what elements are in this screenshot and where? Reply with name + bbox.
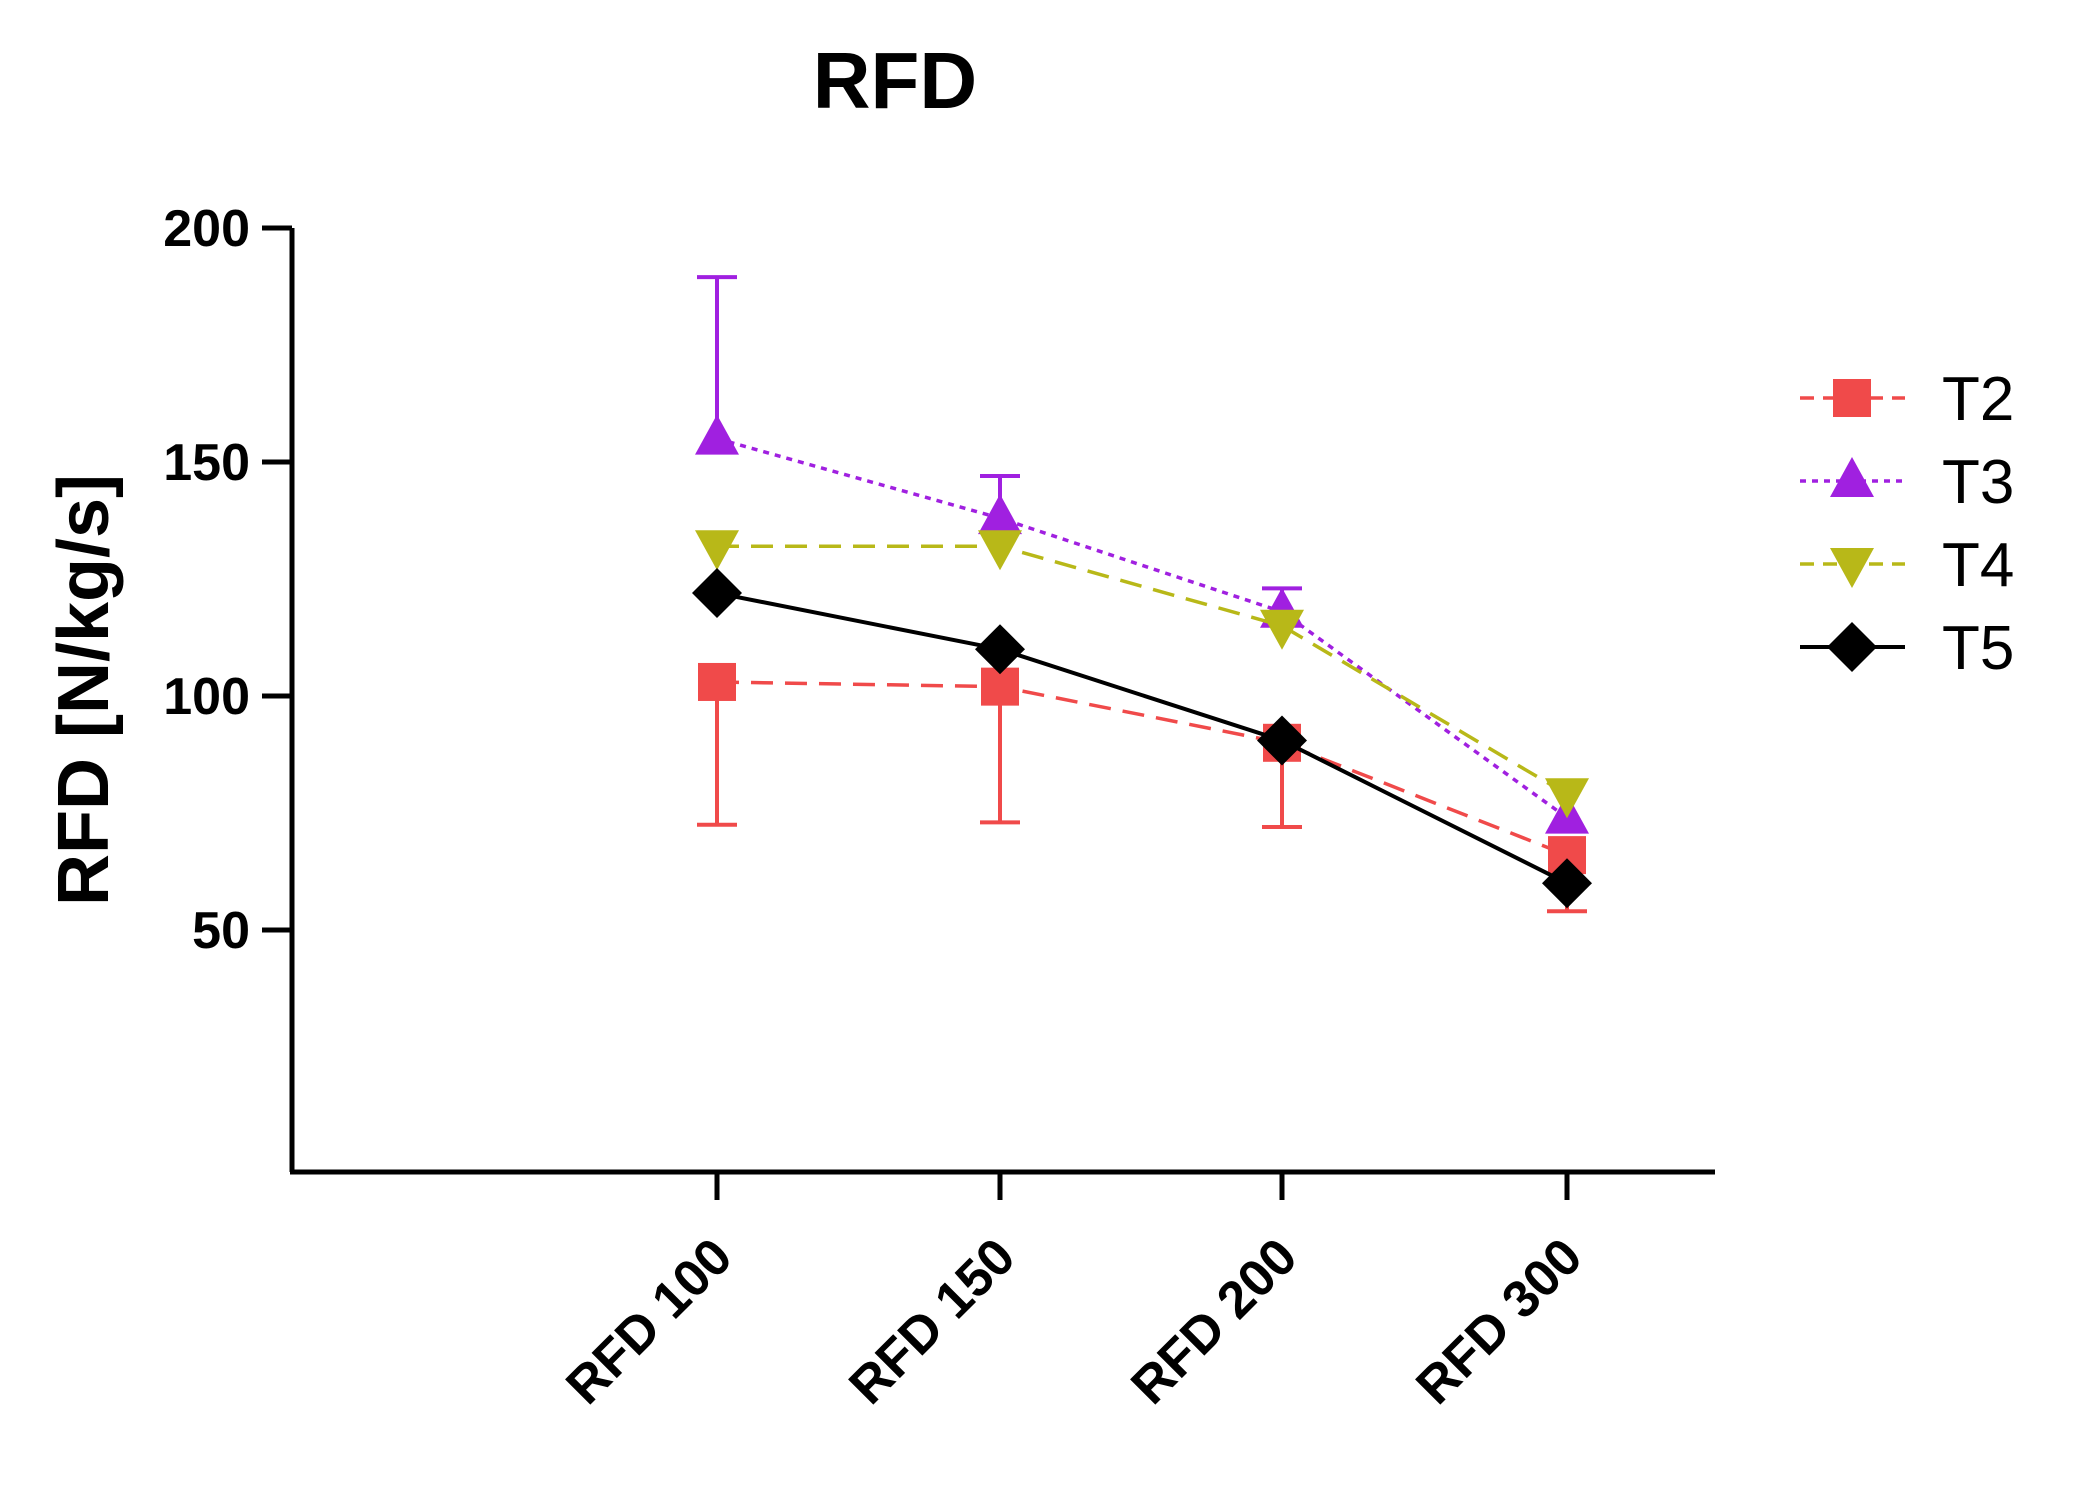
x-tick-label: RFD 100 — [555, 1227, 743, 1415]
data-point-t5 — [975, 624, 1025, 675]
data-point-t3 — [978, 494, 1022, 535]
legend-label: T2 — [1942, 365, 2014, 434]
legend-marker — [1830, 548, 1874, 588]
x-tick-label: RFD 300 — [1405, 1227, 1593, 1415]
series-layer — [692, 275, 1592, 914]
series-t5 — [692, 568, 1592, 909]
data-point-t3 — [695, 414, 739, 455]
y-tick-label: 200 — [163, 200, 250, 258]
series-t4 — [695, 530, 1589, 819]
chart-title: RFD — [813, 36, 977, 125]
x-tick-label: RFD 150 — [838, 1227, 1026, 1415]
data-point-t4 — [695, 530, 739, 571]
y-tick-label: 50 — [192, 902, 250, 960]
y-tick-label: 150 — [163, 434, 250, 492]
series-t3 — [695, 275, 1589, 834]
legend-item-t3: T3 — [1800, 448, 2014, 517]
data-point-t5 — [692, 568, 742, 619]
legend-label: T4 — [1942, 531, 2014, 600]
data-point-t4 — [1260, 609, 1304, 650]
series-t2 — [697, 662, 1587, 914]
legend-item-t4: T4 — [1800, 531, 2014, 600]
data-point-t5 — [1542, 858, 1592, 909]
y-ticks: 50 100 150 200 — [163, 200, 292, 960]
series-line-t3 — [716, 436, 1569, 820]
series-line-t5 — [716, 591, 1568, 885]
legend-label: T5 — [1942, 614, 2014, 683]
legend-marker — [1833, 379, 1871, 417]
data-point-t4 — [978, 530, 1022, 571]
legend-item-t5: T5 — [1800, 614, 2014, 683]
series-line-t4 — [717, 544, 1568, 796]
legend: T2 T3 T4 T5 — [1800, 365, 2014, 683]
legend-item-t2: T2 — [1800, 365, 2014, 434]
x-tick-label: RFD 200 — [1120, 1227, 1308, 1415]
legend-label: T3 — [1942, 448, 2014, 517]
x-ticks: RFD 100 RFD 150 RFD 200 RFD 300 — [555, 1172, 1593, 1416]
y-axis-label: RFD [N/kg/s] — [44, 474, 124, 906]
y-tick-label: 100 — [163, 668, 250, 726]
series-line-t2 — [716, 680, 1568, 857]
legend-marker — [1827, 622, 1877, 672]
data-point-t2 — [698, 662, 736, 701]
data-point-t5 — [1257, 715, 1307, 766]
data-point-t4 — [1545, 778, 1589, 819]
legend-marker — [1830, 457, 1874, 497]
